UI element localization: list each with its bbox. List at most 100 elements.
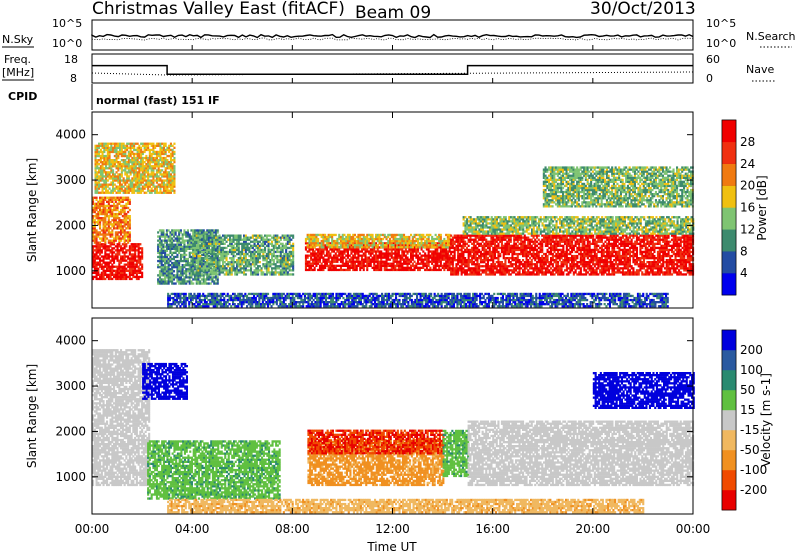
power-cell: [183, 272, 185, 274]
power-cell: [396, 250, 398, 252]
power-cell: [280, 261, 282, 263]
power-cell: [377, 265, 379, 267]
power-cell: [289, 241, 291, 243]
power-cell: [208, 263, 210, 265]
power-cell: [98, 177, 100, 179]
power-cell: [206, 267, 208, 269]
power-cell: [157, 235, 159, 237]
power-cell: [164, 240, 166, 242]
power-cell: [336, 244, 338, 246]
power-cell: [391, 257, 393, 259]
power-cell: [273, 271, 275, 273]
power-cell: [147, 188, 149, 190]
power-cell: [126, 149, 128, 151]
nave-label: Nave: [746, 63, 774, 76]
power-cell: [197, 276, 199, 278]
power-cell: [340, 259, 342, 261]
power-cell: [287, 259, 289, 261]
power-cell: [217, 269, 219, 271]
power-cell: [343, 246, 345, 248]
power-cell: [357, 236, 359, 238]
power-cell: [377, 250, 379, 252]
power-cell: [259, 265, 261, 267]
power-cell: [238, 247, 240, 249]
power-cell: [164, 276, 166, 278]
power-cell: [211, 243, 213, 245]
power-cell: [440, 255, 442, 257]
power-cell: [333, 248, 335, 250]
power-cell: [151, 143, 153, 145]
power-cell: [99, 237, 101, 239]
power-cell: [139, 264, 141, 266]
power-cell: [149, 163, 151, 165]
power-cell: [138, 184, 140, 186]
power-cell: [103, 203, 105, 205]
power-cell: [111, 201, 113, 203]
power-cell: [350, 252, 352, 254]
power-cell: [234, 239, 236, 241]
power-cell: [373, 255, 375, 257]
power-cell: [290, 253, 292, 255]
power-cell: [117, 169, 119, 171]
power-cell: [204, 269, 206, 271]
power-cell: [138, 171, 140, 173]
power-cell: [102, 153, 104, 155]
power-cell: [182, 274, 184, 276]
power-cell: [400, 267, 402, 269]
power-cell: [156, 157, 158, 159]
power-cell: [240, 265, 242, 267]
power-cell: [340, 244, 342, 246]
power-cell: [113, 219, 115, 221]
power-cell: [359, 269, 361, 271]
power-cell: [135, 173, 137, 175]
power-cell: [340, 242, 342, 244]
power-cell: [98, 171, 100, 173]
power-cell: [363, 252, 365, 254]
power-cell: [373, 269, 375, 271]
power-cell: [120, 276, 122, 278]
power-cell: [142, 165, 144, 167]
power-cell: [129, 235, 131, 237]
power-cell: [129, 266, 131, 268]
power-cell: [173, 171, 175, 173]
power-cell: [99, 225, 101, 227]
power-cell: [97, 235, 99, 237]
power-cell: [121, 151, 123, 153]
power-cell: [222, 259, 224, 261]
power-cell: [157, 240, 159, 242]
power-cell: [436, 250, 438, 252]
power-cell: [134, 268, 136, 270]
power-cell: [156, 188, 158, 190]
power-cell: [457, 273, 459, 275]
power-cell: [110, 260, 112, 262]
power-cell: [161, 157, 163, 159]
power-cell: [321, 267, 323, 269]
power-cell: [314, 242, 316, 244]
power-cell: [147, 177, 149, 179]
power-cell: [231, 263, 233, 265]
power-cell: [117, 274, 119, 276]
power-cell: [164, 256, 166, 258]
power-cell: [117, 199, 119, 201]
power-cell: [363, 238, 365, 240]
power-cell: [247, 253, 249, 255]
power-cell: [414, 236, 416, 238]
power-cell: [417, 234, 419, 236]
power-cell: [350, 246, 352, 248]
power-cell: [384, 244, 386, 246]
power-cell: [287, 247, 289, 249]
power-cell: [201, 239, 203, 241]
power-cell: [187, 246, 189, 248]
power-cell: [157, 264, 159, 266]
power-cell: [170, 161, 172, 163]
power-cell: [357, 257, 359, 259]
power-cell: [454, 251, 456, 253]
power-cell: [421, 263, 423, 265]
power-cell: [125, 213, 127, 215]
power-cell: [248, 243, 250, 245]
power-cell: [233, 245, 235, 247]
power-cell: [457, 237, 459, 239]
power-cell: [121, 173, 123, 175]
power-cell: [120, 197, 122, 199]
power-cell: [182, 235, 184, 237]
